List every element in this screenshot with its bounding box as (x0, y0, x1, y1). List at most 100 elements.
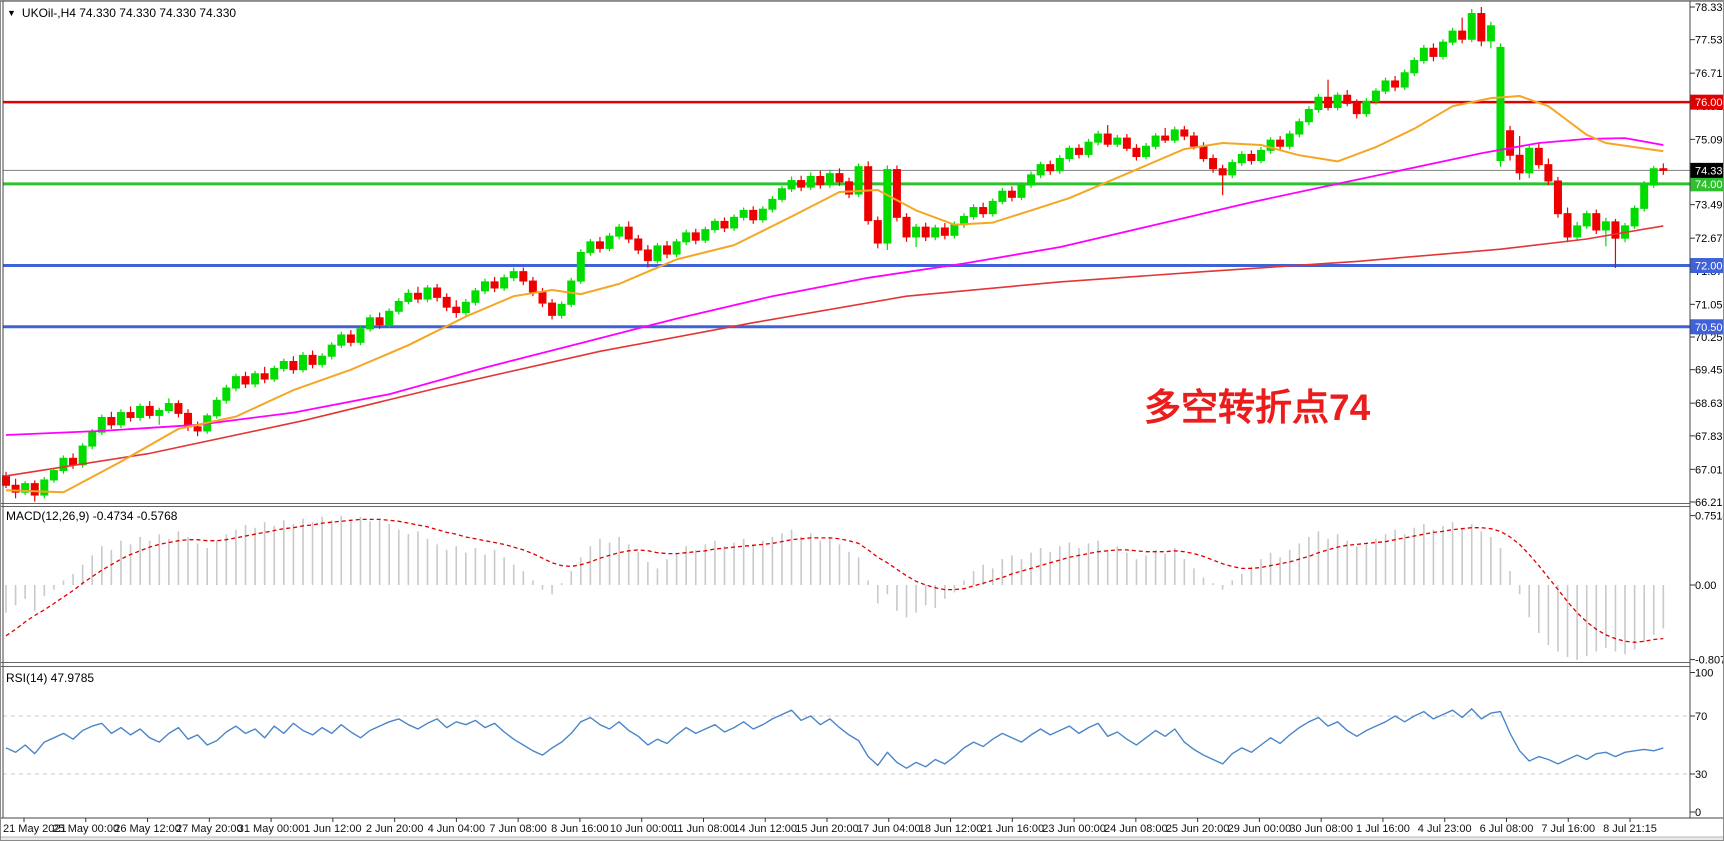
macd-indicator-label: MACD(12,26,9) -0.4734 -0.5768 (6, 509, 178, 523)
time-label-26: 8 Jul 21:15 (1603, 823, 1657, 835)
time-label-0: 21 May 2021 (3, 823, 67, 835)
candle-body (1371, 90, 1380, 102)
candle-body (864, 166, 873, 222)
candle-body (155, 410, 164, 416)
bottom-strip (1, 837, 1723, 840)
symbol-ohlc-label: UKOil-,H4 74.330 74.330 74.330 74.330 (21, 6, 237, 20)
candle-body (2, 475, 10, 486)
candle-body (337, 334, 346, 346)
candle-body (615, 226, 624, 237)
time-label-11: 11 Jun 08:00 (672, 823, 735, 835)
time-label-13: 15 Jun 20:00 (795, 823, 859, 835)
candle-body (1506, 130, 1515, 156)
price-tick-77.530: 77.530 (1695, 35, 1724, 47)
candle-body (940, 227, 949, 236)
candle-body (1525, 147, 1534, 174)
candle-body (1084, 141, 1093, 155)
candle-body (768, 198, 777, 210)
candle-body (1439, 41, 1447, 57)
candle-body (854, 166, 863, 195)
candle-body (500, 277, 509, 289)
candle-body (1304, 109, 1313, 123)
candle-body (576, 251, 585, 282)
macd-tick--0.8076: -0.8076 (1695, 655, 1724, 667)
candle-body (777, 188, 786, 200)
candle-body (1228, 162, 1237, 176)
candle-body (452, 306, 461, 313)
candle-body (595, 241, 604, 249)
candle-body (1151, 135, 1160, 147)
time-label-21: 30 Jun 08:00 (1289, 823, 1353, 835)
candle-body (1477, 13, 1486, 42)
price-tick-70.250: 70.250 (1695, 332, 1724, 344)
candle-body (231, 376, 240, 389)
candle-body (107, 416, 116, 426)
candle-body (998, 190, 1007, 202)
candle-body (346, 334, 355, 343)
candle-body (270, 367, 279, 380)
candle-body (1467, 13, 1476, 40)
price-tick-78.330: 78.330 (1695, 2, 1724, 14)
time-label-1: 25 May 00:00 (52, 823, 119, 835)
candle-body (825, 173, 834, 186)
candle-body (145, 405, 154, 416)
candle-body (1324, 96, 1333, 108)
candle-body (471, 290, 480, 303)
candle-body (988, 200, 997, 215)
candle-body (413, 292, 422, 300)
time-label-22: 1 Jul 16:00 (1356, 823, 1410, 835)
candle-body (1391, 80, 1400, 88)
candle-body (663, 245, 672, 255)
candle-body (241, 376, 250, 385)
rsi-indicator-label: RSI(14) 47.9785 (6, 671, 95, 685)
candle-body (797, 180, 806, 188)
candle-body (1458, 30, 1467, 40)
candle-body (1046, 164, 1055, 172)
candle-body (739, 209, 748, 218)
time-label-5: 1 Jun 12:00 (304, 823, 362, 835)
candle-body (136, 405, 145, 418)
candle-body (816, 175, 825, 186)
candle-body (1553, 180, 1562, 215)
candle-body (643, 249, 652, 262)
candle-body (298, 354, 307, 371)
candle-body (461, 301, 470, 313)
candle-body (1218, 168, 1227, 176)
time-label-7: 4 Jun 04:00 (428, 823, 486, 835)
candle-body (1429, 47, 1438, 57)
candle-body (1352, 102, 1361, 115)
candle-body (682, 232, 691, 243)
candle-body (509, 271, 518, 279)
candle-body (1276, 139, 1285, 147)
candle-body (806, 175, 815, 188)
candle-body (1170, 129, 1179, 141)
candle-body (327, 344, 336, 357)
level-72.000-box (1690, 258, 1723, 274)
ma-mid-line (5, 137, 1664, 436)
candle-body (1113, 137, 1122, 145)
candle-body (59, 457, 68, 472)
symbol-header: ▼ UKOil-,H4 74.330 74.330 74.330 74.330 (7, 6, 236, 20)
time-label-16: 21 Jun 16:00 (981, 823, 1045, 835)
candle-body (1247, 153, 1256, 162)
chevron-down-icon[interactable]: ▼ (7, 8, 16, 18)
candle-body (279, 361, 288, 369)
rsi-tick-0: 0 (1695, 807, 1701, 819)
time-label-6: 2 Jun 20:00 (366, 823, 424, 835)
rsi-line (5, 708, 1664, 769)
level-74.000-label: 74.000 (1695, 179, 1724, 191)
candle-body (1132, 147, 1141, 157)
candle-body (394, 300, 403, 312)
time-label-18: 24 Jun 08:00 (1104, 823, 1168, 835)
candle-body (1237, 153, 1246, 164)
macd-tick-0.00: 0.00 (1695, 580, 1716, 592)
candle-body (366, 317, 375, 330)
price-tick-75.090: 75.090 (1695, 134, 1724, 146)
candle-body (710, 220, 719, 231)
time-label-14: 17 Jun 04:00 (857, 823, 921, 835)
candle-body (921, 226, 930, 238)
candle-body (538, 291, 547, 304)
candle-body (88, 431, 97, 447)
candle-body (11, 484, 20, 493)
